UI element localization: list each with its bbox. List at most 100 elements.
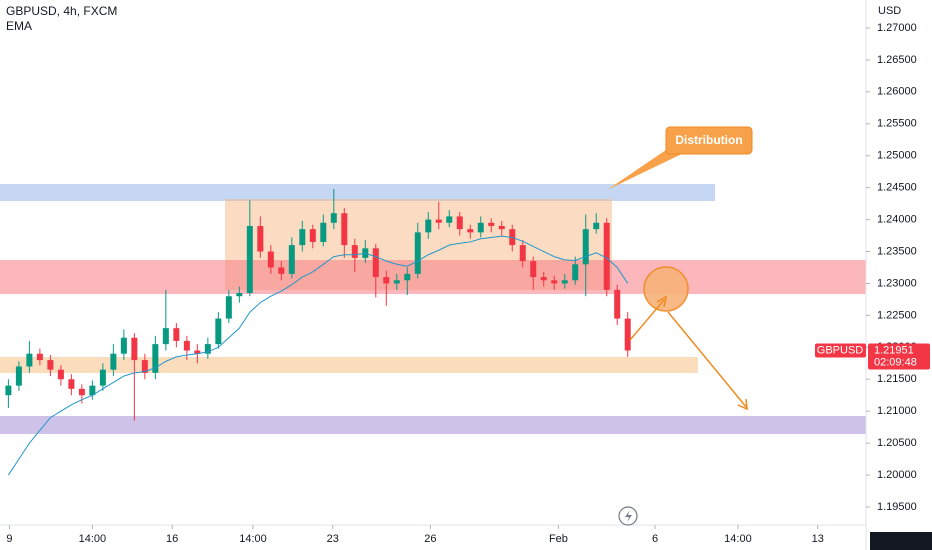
callout-tail xyxy=(607,150,690,190)
x-tick-label: 23 xyxy=(327,533,339,545)
candle-body xyxy=(320,222,327,242)
x-tick-label: 9 xyxy=(6,533,12,545)
candle-body xyxy=(236,293,243,297)
candle-body xyxy=(372,248,379,278)
y-tick-label: 1.21000 xyxy=(877,405,917,417)
candle-body xyxy=(404,273,411,281)
candle-body xyxy=(425,219,432,233)
x-tick-label: 14:00 xyxy=(239,533,267,545)
candle-body xyxy=(309,229,316,242)
supply-zone xyxy=(0,260,866,294)
y-tick-label: 1.24000 xyxy=(877,213,917,225)
candle-body xyxy=(572,264,579,281)
symbol-title: GBPUSD, 4h, FXCM xyxy=(6,4,117,18)
y-tick-label: 1.25000 xyxy=(877,150,917,162)
candle-body xyxy=(341,213,348,246)
candle-body xyxy=(246,225,253,294)
candle-body xyxy=(15,366,22,386)
candle-body xyxy=(435,219,442,223)
candle-body xyxy=(582,229,589,265)
target-zone xyxy=(0,416,866,434)
arrow-head xyxy=(656,295,668,308)
price-tag xyxy=(868,343,930,370)
y-tick-label: 1.22500 xyxy=(877,309,917,321)
candle-body xyxy=(120,337,127,354)
arrow-down xyxy=(667,311,748,409)
candle-body xyxy=(561,280,568,284)
price-tag-symbol-text: GBPUSD xyxy=(817,344,864,356)
candle-body xyxy=(89,385,96,396)
candle-body xyxy=(288,245,295,274)
logo xyxy=(870,532,932,550)
y-tick-label: 1.19500 xyxy=(877,501,917,513)
y-tick-label: 1.23500 xyxy=(877,245,917,257)
candle-body xyxy=(36,353,43,361)
x-tick-label: 6 xyxy=(652,533,658,545)
y-axis-label: USD xyxy=(878,5,901,17)
candle-body xyxy=(47,360,54,370)
alert-icon[interactable] xyxy=(618,506,638,526)
candle-body xyxy=(225,296,232,319)
callout-text: Distribution xyxy=(675,133,742,147)
x-tick-label: 14:00 xyxy=(79,533,107,545)
candle-body xyxy=(414,232,421,274)
candle-body xyxy=(393,280,400,284)
resistance-zone xyxy=(0,184,715,201)
candle-body xyxy=(551,280,558,284)
candle-body xyxy=(467,229,474,233)
candle-body xyxy=(257,225,264,252)
candle-body xyxy=(204,344,211,354)
candle-body xyxy=(141,360,148,373)
candle-body xyxy=(446,216,453,223)
x-tick-label: 13 xyxy=(812,533,824,545)
y-tick-label: 1.20000 xyxy=(877,469,917,481)
candle-body xyxy=(215,318,222,345)
arrow-up xyxy=(629,299,665,341)
candle-body xyxy=(330,213,337,223)
candle-body xyxy=(267,251,274,268)
candle-body xyxy=(498,225,505,230)
target-circle xyxy=(643,266,689,312)
y-tick-label: 1.26500 xyxy=(877,54,917,66)
candle-body xyxy=(68,379,75,389)
candle-body xyxy=(519,245,526,262)
x-tick-label: 26 xyxy=(424,533,436,545)
candle-body xyxy=(624,318,631,351)
indicator-name: EMA xyxy=(6,19,32,33)
candle-body xyxy=(110,353,117,370)
candle-body xyxy=(299,229,306,246)
candle-body xyxy=(351,245,358,258)
candle-body xyxy=(152,344,159,373)
candle-body xyxy=(540,277,547,281)
ema-line xyxy=(7,235,629,476)
support-zone xyxy=(0,357,698,373)
candle-body xyxy=(603,222,610,290)
candle-body xyxy=(614,289,621,319)
candle-body xyxy=(278,267,285,274)
candle-body xyxy=(183,340,190,351)
price-tag-value: 1.21951 xyxy=(874,344,914,356)
candle-body xyxy=(162,328,169,345)
x-tick-label: 16 xyxy=(166,533,178,545)
candle-body xyxy=(530,261,537,278)
candle-body xyxy=(593,222,600,230)
y-tick-label: 1.26000 xyxy=(877,86,917,98)
candle-body xyxy=(26,353,33,367)
x-tick-label: Feb xyxy=(549,533,568,545)
y-tick-label: 1.23000 xyxy=(877,277,917,289)
candle-body xyxy=(477,222,484,233)
candle-body xyxy=(99,369,106,386)
y-tick-label: 1.25500 xyxy=(877,118,917,130)
candle-body xyxy=(488,222,495,226)
candle-body xyxy=(131,337,138,361)
y-tick-label: 1.21500 xyxy=(877,373,917,385)
callout-box xyxy=(665,126,753,155)
candle-body xyxy=(383,277,390,284)
y-tick-label: 1.24500 xyxy=(877,182,917,194)
candle-body xyxy=(173,328,180,341)
x-tick-label: 14:00 xyxy=(724,533,752,545)
y-tick-label: 1.27000 xyxy=(877,22,917,34)
candle-body xyxy=(57,369,64,380)
alert-icon-bolt xyxy=(625,510,632,522)
